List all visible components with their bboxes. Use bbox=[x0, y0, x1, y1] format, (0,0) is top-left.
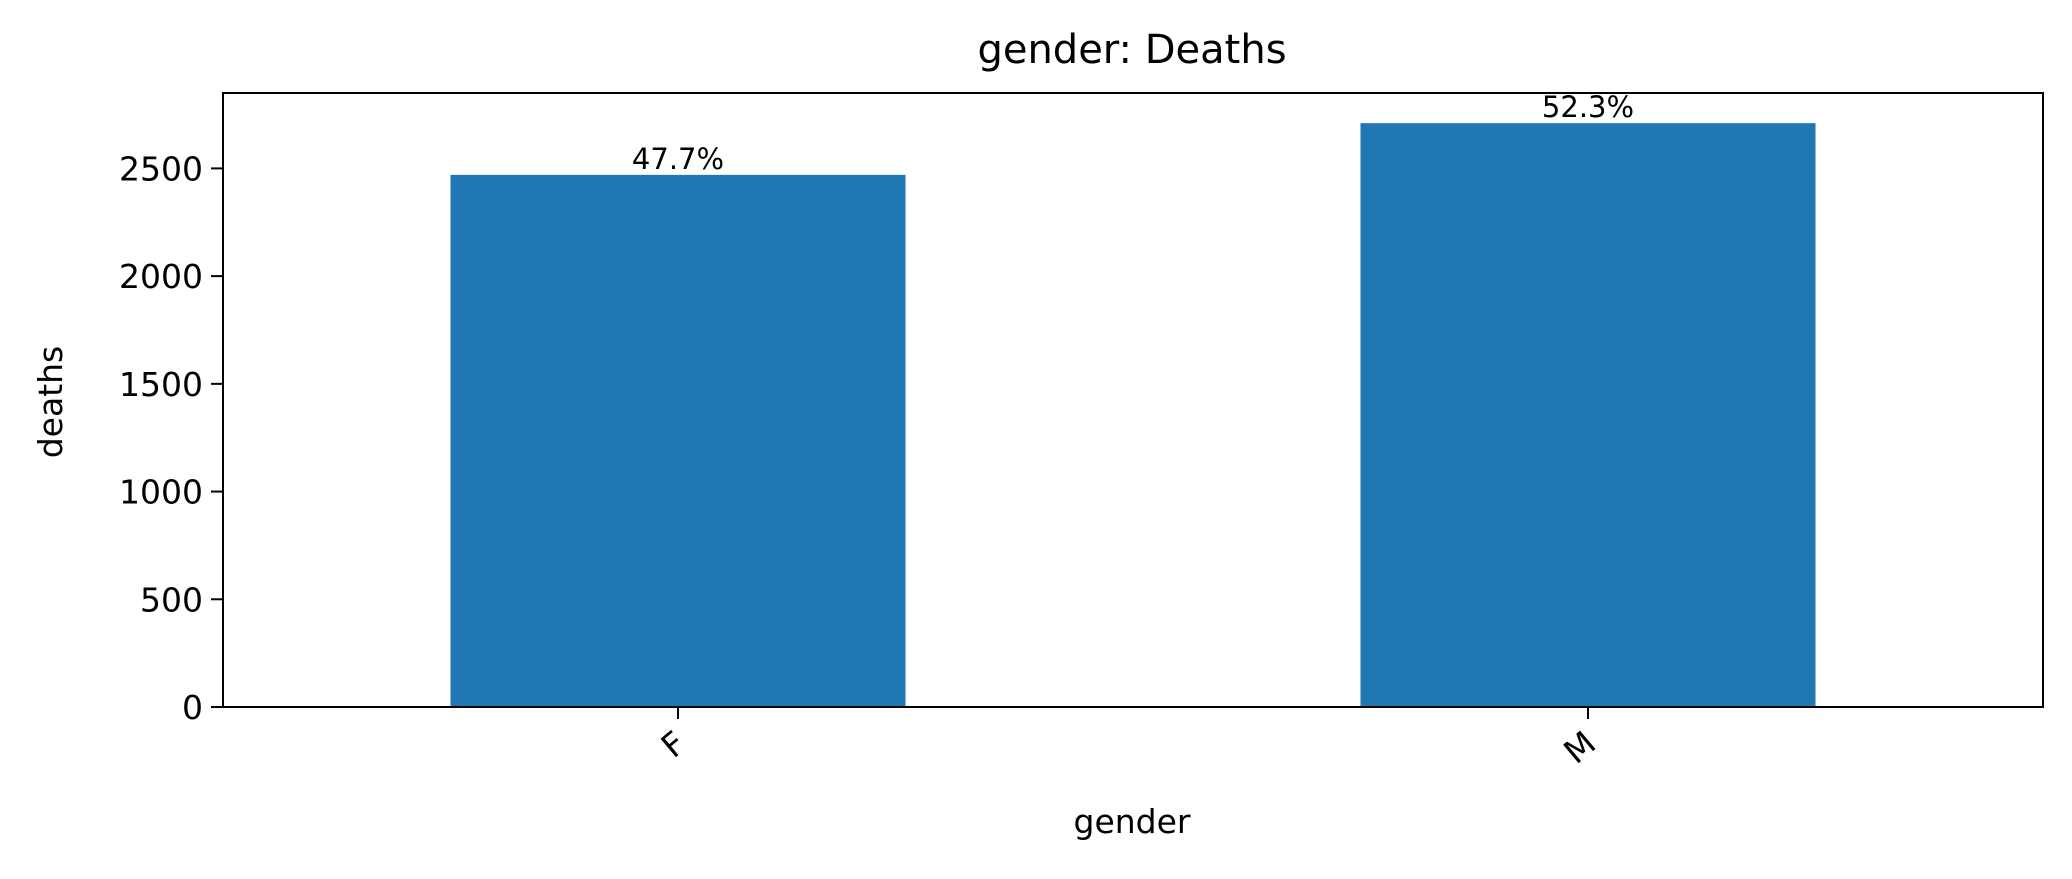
bar-m bbox=[1360, 123, 1816, 708]
plot-area-frame bbox=[222, 92, 2044, 708]
y-tick-label: 500 bbox=[140, 580, 203, 619]
y-tick-label: 1500 bbox=[119, 365, 203, 404]
bar-f bbox=[450, 174, 906, 707]
y-tick-label: 0 bbox=[182, 688, 203, 727]
y-tick-label: 1000 bbox=[119, 473, 203, 512]
bar-data-label: 47.7% bbox=[632, 142, 724, 176]
bars-group bbox=[450, 123, 1816, 708]
y-tick-label: 2500 bbox=[119, 149, 203, 188]
y-axis-label: deaths bbox=[31, 346, 70, 459]
y-tick-label: 2000 bbox=[119, 257, 203, 296]
bar-data-labels: 47.7% 52.3% bbox=[632, 90, 1634, 176]
x-axis-label: gender bbox=[1074, 802, 1191, 841]
bar-data-label: 52.3% bbox=[1542, 90, 1634, 124]
chart-title: gender: Deaths bbox=[977, 27, 1286, 73]
y-axis-ticks: 0 500 1000 1500 2000 2500 bbox=[119, 149, 223, 727]
